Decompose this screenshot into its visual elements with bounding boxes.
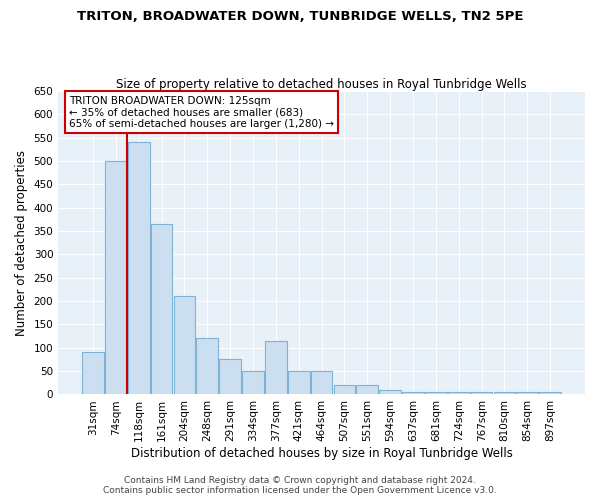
Bar [242,371,264,394]
Bar [379,390,401,394]
Text: TRITON, BROADWATER DOWN, TUNBRIDGE WELLS, TN2 5PE: TRITON, BROADWATER DOWN, TUNBRIDGE WELLS… [77,10,523,23]
Bar [471,392,493,394]
Bar [494,392,515,394]
Bar [425,392,447,394]
Bar [402,392,424,394]
Bar [151,224,172,394]
Text: TRITON BROADWATER DOWN: 125sqm
← 35% of detached houses are smaller (683)
65% of: TRITON BROADWATER DOWN: 125sqm ← 35% of … [69,96,334,129]
Bar [356,385,378,394]
Bar [311,371,332,394]
X-axis label: Distribution of detached houses by size in Royal Tunbridge Wells: Distribution of detached houses by size … [131,447,512,460]
Bar [539,392,561,394]
Bar [265,341,287,394]
Bar [219,360,241,394]
Bar [334,385,355,394]
Bar [82,352,104,395]
Bar [448,392,470,394]
Bar [128,142,149,394]
Bar [105,161,127,394]
Bar [196,338,218,394]
Y-axis label: Number of detached properties: Number of detached properties [15,150,28,336]
Title: Size of property relative to detached houses in Royal Tunbridge Wells: Size of property relative to detached ho… [116,78,527,91]
Bar [517,392,538,394]
Bar [288,371,310,394]
Bar [173,296,195,394]
Text: Contains HM Land Registry data © Crown copyright and database right 2024.
Contai: Contains HM Land Registry data © Crown c… [103,476,497,495]
